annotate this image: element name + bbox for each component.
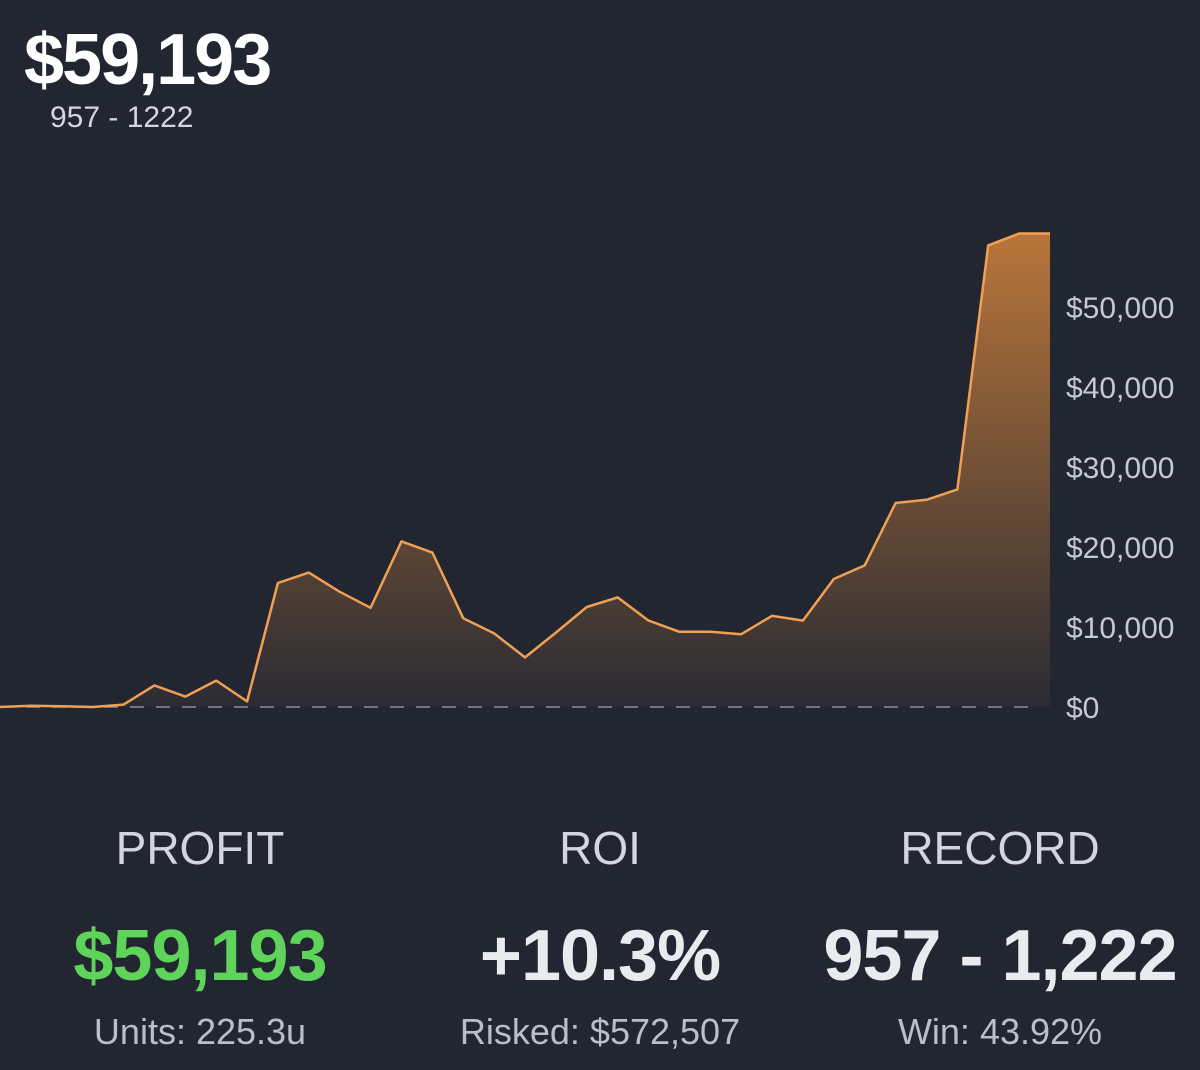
- record-value: 957 - 1,222: [823, 916, 1177, 996]
- profit-stat: PROFIT $59,193 Units: 225.3u: [0, 812, 400, 1056]
- header: $59,193: [24, 14, 272, 106]
- roi-label: ROI: [559, 822, 641, 874]
- stats-panel: PROFIT $59,193 Units: 225.3u ROI +10.3% …: [0, 812, 1200, 1062]
- roi-stat: ROI +10.3% Risked: $572,507: [400, 812, 800, 1056]
- record-stat: RECORD 957 - 1,222 Win: 43.92%: [800, 812, 1200, 1056]
- record-label: RECORD: [900, 822, 1100, 874]
- profit-area: [0, 233, 1050, 707]
- profit-label: PROFIT: [115, 822, 285, 874]
- profit-chart: $0 $10,000 $20,000 $30,000 $40,000 $50,000: [0, 232, 1174, 725]
- y-tick-label: $10,000: [1066, 612, 1174, 645]
- profit-value: $59,193: [73, 916, 327, 996]
- y-tick-label: $40,000: [1066, 372, 1174, 405]
- roi-risked: Risked: $572,507: [459, 1011, 741, 1052]
- y-tick-label: $0: [1066, 692, 1099, 725]
- header-record: 957 - 1222: [50, 101, 194, 134]
- profit-line: [0, 232, 1050, 709]
- total-profit-value: $59,193: [24, 20, 272, 100]
- y-tick-label: $50,000: [1066, 292, 1174, 325]
- roi-value: +10.3%: [479, 916, 721, 996]
- profit-units: Units: 225.3u: [93, 1011, 307, 1052]
- y-tick-label: $20,000: [1066, 532, 1174, 565]
- record-win-rate: Win: 43.92%: [897, 1011, 1103, 1052]
- y-tick-label: $30,000: [1066, 452, 1174, 485]
